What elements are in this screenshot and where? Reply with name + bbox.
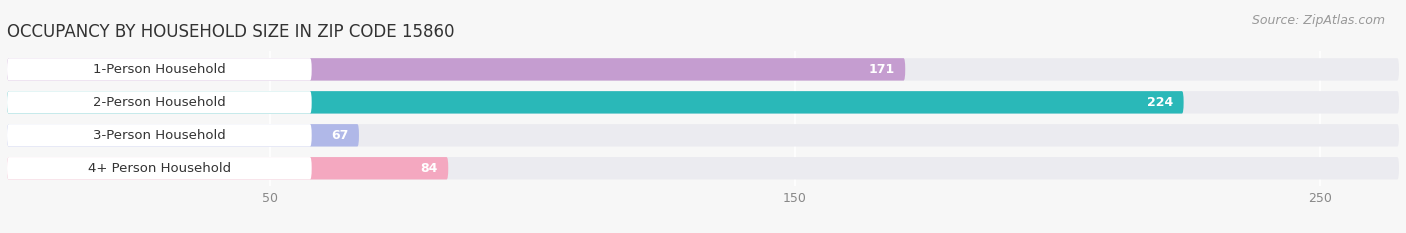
FancyBboxPatch shape xyxy=(7,124,359,147)
Text: 171: 171 xyxy=(869,63,894,76)
Text: 67: 67 xyxy=(330,129,349,142)
Text: 4+ Person Household: 4+ Person Household xyxy=(87,162,231,175)
Text: OCCUPANCY BY HOUSEHOLD SIZE IN ZIP CODE 15860: OCCUPANCY BY HOUSEHOLD SIZE IN ZIP CODE … xyxy=(7,23,454,41)
Text: 84: 84 xyxy=(420,162,437,175)
FancyBboxPatch shape xyxy=(7,91,1184,113)
FancyBboxPatch shape xyxy=(7,58,905,81)
FancyBboxPatch shape xyxy=(7,58,1399,81)
Text: 2-Person Household: 2-Person Household xyxy=(93,96,226,109)
Text: 3-Person Household: 3-Person Household xyxy=(93,129,226,142)
FancyBboxPatch shape xyxy=(7,157,1399,179)
FancyBboxPatch shape xyxy=(7,58,312,81)
Text: Source: ZipAtlas.com: Source: ZipAtlas.com xyxy=(1251,14,1385,27)
FancyBboxPatch shape xyxy=(7,91,312,113)
FancyBboxPatch shape xyxy=(7,124,1399,147)
FancyBboxPatch shape xyxy=(7,157,449,179)
FancyBboxPatch shape xyxy=(7,91,1399,113)
Text: 1-Person Household: 1-Person Household xyxy=(93,63,226,76)
FancyBboxPatch shape xyxy=(7,157,312,179)
Text: 224: 224 xyxy=(1147,96,1173,109)
FancyBboxPatch shape xyxy=(7,124,312,147)
